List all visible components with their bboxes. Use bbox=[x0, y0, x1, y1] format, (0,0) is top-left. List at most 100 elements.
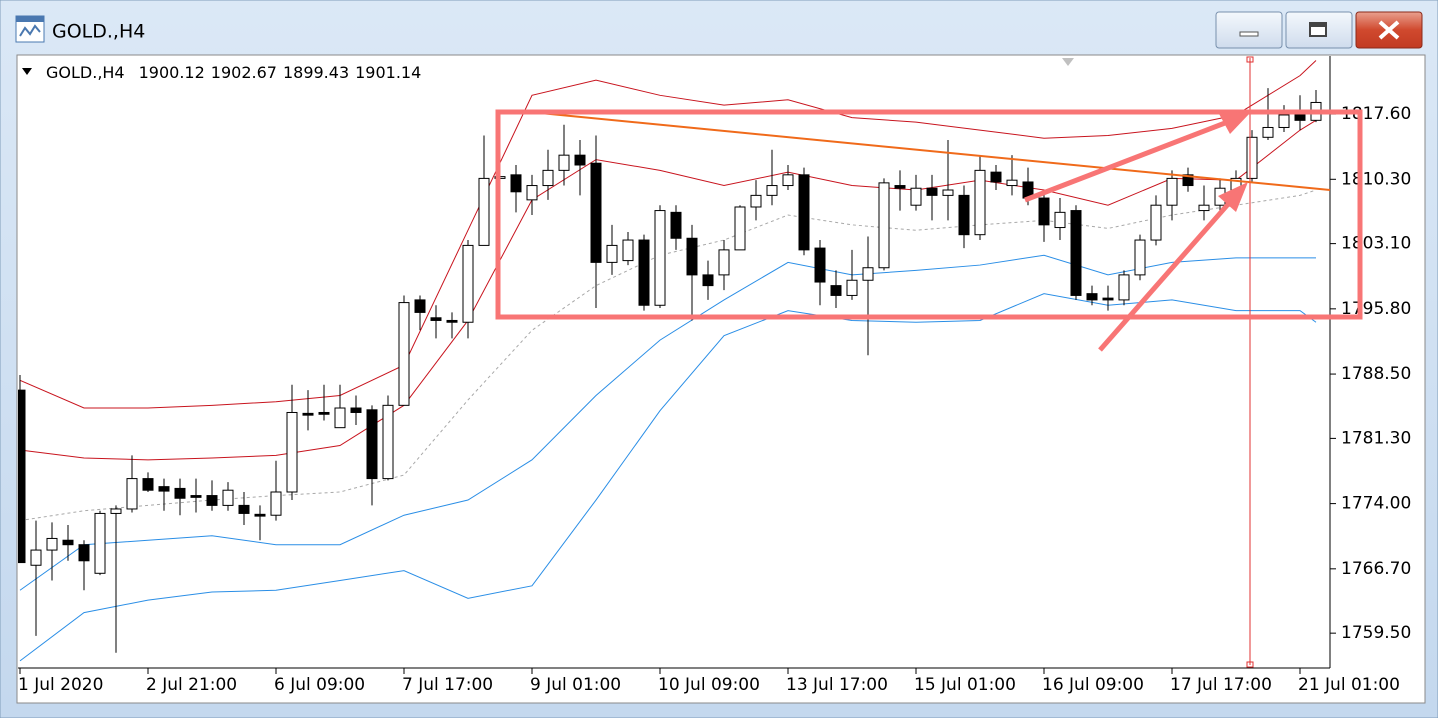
candle-body bbox=[782, 174, 794, 187]
candle-body bbox=[654, 210, 666, 306]
y-tick-label: 1810.30 bbox=[1341, 169, 1411, 189]
x-tick-label: 16 Jul 09:00 bbox=[1042, 675, 1144, 695]
candle-body bbox=[238, 504, 250, 514]
y-tick-label: 1774.00 bbox=[1341, 494, 1411, 514]
minimize-button[interactable] bbox=[1215, 11, 1283, 49]
x-tick-label: 10 Jul 09:00 bbox=[658, 675, 760, 695]
header-value: 1902.67 bbox=[211, 63, 277, 82]
candle-body bbox=[798, 174, 810, 251]
candle-body bbox=[1086, 293, 1098, 301]
candle-body bbox=[446, 319, 458, 323]
candle-body bbox=[398, 302, 410, 406]
indicator-line bbox=[19, 119, 1317, 461]
candle-body bbox=[942, 189, 954, 196]
y-tick-label: 1766.70 bbox=[1341, 559, 1411, 579]
candle-body bbox=[622, 239, 634, 262]
range-box bbox=[495, 109, 1363, 320]
app-icon bbox=[15, 15, 45, 43]
candle-body bbox=[350, 407, 362, 413]
candle-body bbox=[974, 169, 986, 236]
candle-body bbox=[878, 182, 890, 269]
candle-body bbox=[286, 411, 298, 493]
arrow-head bbox=[1218, 182, 1248, 212]
y-tick-label: 1803.10 bbox=[1341, 234, 1411, 254]
window-title: GOLD.,H4 bbox=[52, 21, 145, 43]
y-tick-label: 1788.50 bbox=[1341, 364, 1411, 384]
candle-body bbox=[686, 237, 698, 276]
candle-body bbox=[478, 177, 490, 246]
candle-body bbox=[1198, 204, 1210, 212]
vertical-line-handle bbox=[1246, 56, 1254, 63]
candle-body bbox=[46, 537, 58, 551]
arrow bbox=[1024, 120, 1226, 203]
candle-body bbox=[750, 194, 762, 208]
candle-body bbox=[638, 239, 650, 306]
chart-header: GOLD.,H4 1900.12 1902.67 1899.43 1901.14 bbox=[46, 63, 421, 82]
header-value: 1900.12 bbox=[139, 63, 205, 82]
x-tick-label: 6 Jul 09:00 bbox=[274, 675, 365, 695]
x-tick-label: 2 Jul 21:00 bbox=[146, 675, 237, 695]
candle-body bbox=[302, 412, 314, 416]
candle-body bbox=[126, 478, 138, 510]
candle-body bbox=[18, 389, 26, 564]
maximize-button[interactable] bbox=[1285, 11, 1353, 49]
candle-body bbox=[542, 169, 554, 187]
x-tick-label: 9 Jul 01:00 bbox=[530, 675, 621, 695]
candle-body bbox=[110, 508, 122, 514]
indicator-line bbox=[19, 60, 1317, 409]
header-dropdown[interactable] bbox=[22, 68, 32, 75]
candle-body bbox=[574, 154, 586, 166]
candle-body bbox=[894, 185, 906, 189]
candle-body bbox=[430, 317, 442, 321]
axes: 1817.601810.301803.101795.801788.501781.… bbox=[18, 104, 1411, 695]
candle-body bbox=[846, 279, 858, 296]
candle-body bbox=[1150, 204, 1162, 241]
candle-body bbox=[462, 244, 474, 323]
x-tick-label: 17 Jul 17:00 bbox=[1170, 675, 1272, 695]
candle-body bbox=[606, 244, 618, 263]
candle-body bbox=[382, 404, 394, 480]
candle-body bbox=[414, 299, 426, 313]
candle-body bbox=[94, 512, 106, 574]
trend-line bbox=[539, 112, 1331, 191]
header-value: 1899.43 bbox=[283, 63, 349, 82]
candle-body bbox=[158, 486, 170, 492]
candle-body bbox=[526, 185, 538, 201]
candle-body bbox=[222, 489, 234, 506]
candle-body bbox=[1134, 239, 1146, 276]
candle-body bbox=[910, 187, 922, 206]
candle-body bbox=[62, 539, 74, 546]
vertical-line-handle bbox=[1246, 661, 1254, 668]
y-tick-label: 1781.30 bbox=[1341, 428, 1411, 448]
candle-body bbox=[990, 171, 1002, 183]
x-tick-label: 15 Jul 01:00 bbox=[914, 675, 1016, 695]
candle-body bbox=[30, 549, 42, 566]
candle-body bbox=[1262, 126, 1274, 138]
candle-body bbox=[1278, 114, 1290, 128]
candle-body bbox=[334, 407, 346, 429]
candle-body bbox=[78, 544, 90, 562]
candle-body bbox=[734, 206, 746, 251]
candle-body bbox=[1054, 211, 1066, 229]
candle-body bbox=[190, 495, 202, 498]
header-value: 1901.14 bbox=[355, 63, 421, 82]
candle-body bbox=[1006, 179, 1018, 187]
candle-body bbox=[174, 487, 186, 499]
arrow bbox=[1098, 200, 1232, 352]
candle-body bbox=[1118, 274, 1130, 301]
candle-body bbox=[670, 211, 682, 239]
close-button[interactable] bbox=[1355, 11, 1423, 49]
candle-body bbox=[926, 187, 938, 196]
candle-body bbox=[1246, 136, 1258, 179]
candle-body bbox=[1070, 210, 1082, 296]
candle-body bbox=[1166, 177, 1178, 206]
chart-frame bbox=[16, 54, 1426, 704]
symbol: GOLD.,H4 bbox=[46, 63, 125, 82]
user-drawings bbox=[495, 56, 1363, 668]
candle-body bbox=[254, 513, 266, 517]
candle-body bbox=[862, 267, 874, 281]
candle-body bbox=[766, 185, 778, 196]
candle-body bbox=[270, 491, 282, 516]
candle-body bbox=[702, 274, 714, 287]
candle-body bbox=[366, 409, 378, 480]
